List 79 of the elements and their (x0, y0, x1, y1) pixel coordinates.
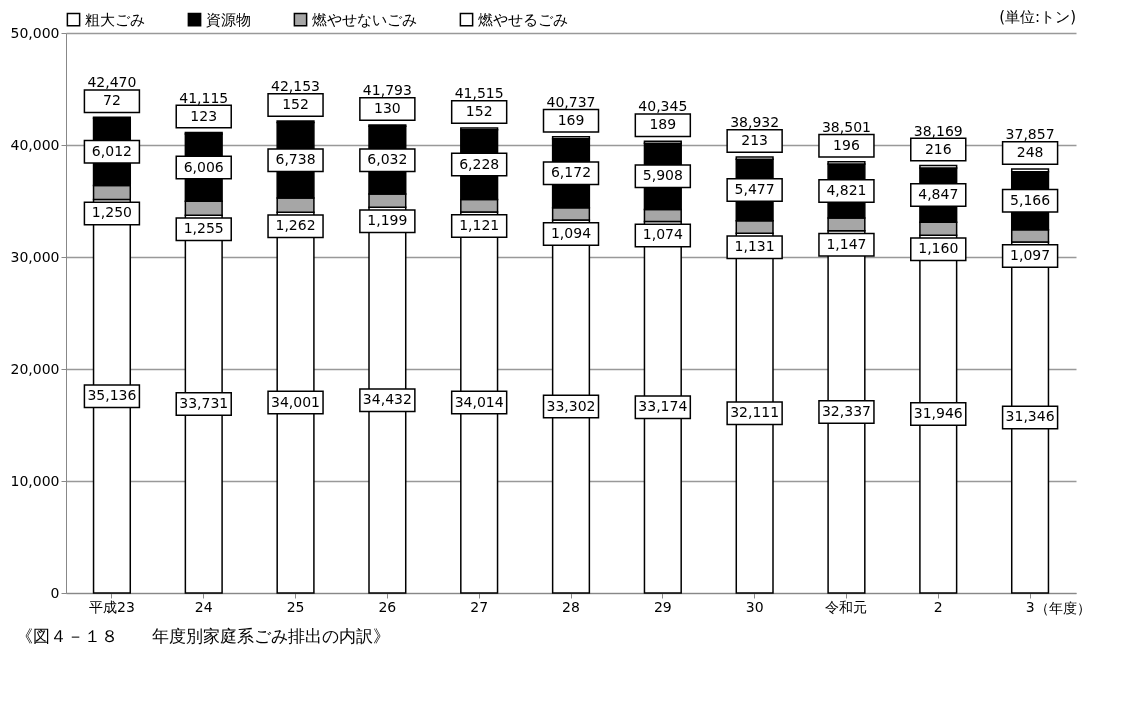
data-label: 33,302 (546, 397, 596, 414)
y-tick-label: 30,000 (10, 248, 60, 265)
data-label: 213 (741, 131, 768, 148)
data-label: 5,908 (642, 167, 683, 184)
total-label: 37,857 (1005, 126, 1055, 142)
data-label: 1,131 (734, 238, 775, 255)
data-label: 6,012 (91, 142, 132, 159)
data-label: 216 (924, 140, 952, 157)
y-tick-label: 10,000 (10, 472, 60, 489)
data-label: 1,262 (275, 217, 316, 234)
total-label: 42,470 (87, 74, 137, 91)
total-label: 41,115 (179, 89, 229, 106)
y-tick-label: 40,000 (10, 136, 60, 153)
data-label: 6,006 (183, 158, 224, 175)
data-label: 248 (1016, 144, 1044, 160)
data-label: 1,255 (183, 220, 224, 237)
data-label: 32,337 (821, 402, 871, 419)
total-label: 38,501 (821, 118, 871, 135)
data-label: 6,172 (550, 164, 592, 181)
data-label: 31,946 (913, 405, 963, 422)
data-label: 33,731 (179, 395, 229, 412)
x-axis-title: （年度） (1034, 599, 1091, 616)
x-tick-label: 29 (653, 598, 672, 615)
y-tick-label: 20,000 (10, 360, 60, 377)
x-tick-label: 令和元 (825, 598, 868, 615)
data-label: 33,174 (638, 398, 688, 415)
data-label: 189 (649, 116, 677, 133)
x-tick-label: 26 (378, 598, 397, 615)
data-label: 6,228 (459, 155, 500, 172)
data-label: 6,032 (367, 151, 408, 168)
data-label: 31,346 (1005, 408, 1055, 425)
total-label: 41,793 (362, 81, 412, 98)
data-label: 4,821 (826, 181, 867, 198)
x-tick-label: 平成23 (89, 598, 135, 615)
data-label: 5,166 (1010, 191, 1051, 208)
data-label: 1,097 (1010, 246, 1051, 263)
data-label: 152 (282, 95, 309, 112)
x-tick-label: 28 (562, 598, 580, 615)
legend-label: 資源物 (206, 10, 251, 29)
total-label: 38,932 (730, 113, 780, 130)
data-label: 1,160 (918, 240, 959, 257)
total-label: 40,345 (638, 98, 688, 115)
data-label: 1,094 (550, 225, 592, 242)
data-label: 1,199 (367, 212, 408, 229)
x-tick-label: 24 (194, 598, 213, 615)
data-label: 6,738 (275, 151, 316, 168)
x-tick-label: 27 (470, 598, 489, 615)
data-label: 34,014 (454, 393, 504, 410)
total-label: 38,169 (913, 122, 963, 139)
data-label: 34,001 (271, 393, 321, 410)
y-tick-label: 0 (50, 584, 60, 601)
data-label: 1,074 (642, 226, 683, 243)
data-label: 1,121 (459, 217, 500, 234)
data-label: 72 (103, 92, 121, 109)
total-label: 42,153 (271, 77, 321, 94)
legend-label: 燃やせないごみ (312, 10, 417, 29)
x-tick-label: 30 (745, 598, 764, 615)
x-tick-label: 25 (286, 598, 305, 615)
total-label: 41,515 (454, 85, 504, 102)
data-label: 32,111 (730, 404, 780, 421)
data-label: 152 (465, 103, 493, 120)
y-tick-label: 50,000 (10, 24, 60, 41)
legend-label: 粗大ごみ (85, 10, 145, 29)
data-label: 5,477 (734, 181, 775, 198)
data-label: 35,136 (87, 387, 137, 404)
total-label: 40,737 (546, 93, 596, 110)
x-tick-label: 2 (933, 598, 943, 615)
text: (単位:トン) (999, 8, 1076, 26)
data-label: 4,847 (918, 186, 959, 203)
data-label: 123 (190, 107, 218, 124)
data-label: 1,250 (91, 204, 132, 221)
data-label: 130 (374, 99, 401, 116)
data-label: 196 (833, 136, 860, 153)
data-label: 169 (557, 111, 585, 128)
legend-label: 燃やせるごみ (478, 10, 568, 29)
data-label: 34,432 (362, 391, 412, 408)
x-tick-label: 3 (1025, 598, 1035, 615)
data-label: 1,147 (826, 235, 867, 252)
text: 《図４－１８ 年度別家庭系ごみ排出の内訳》 (16, 626, 390, 646)
